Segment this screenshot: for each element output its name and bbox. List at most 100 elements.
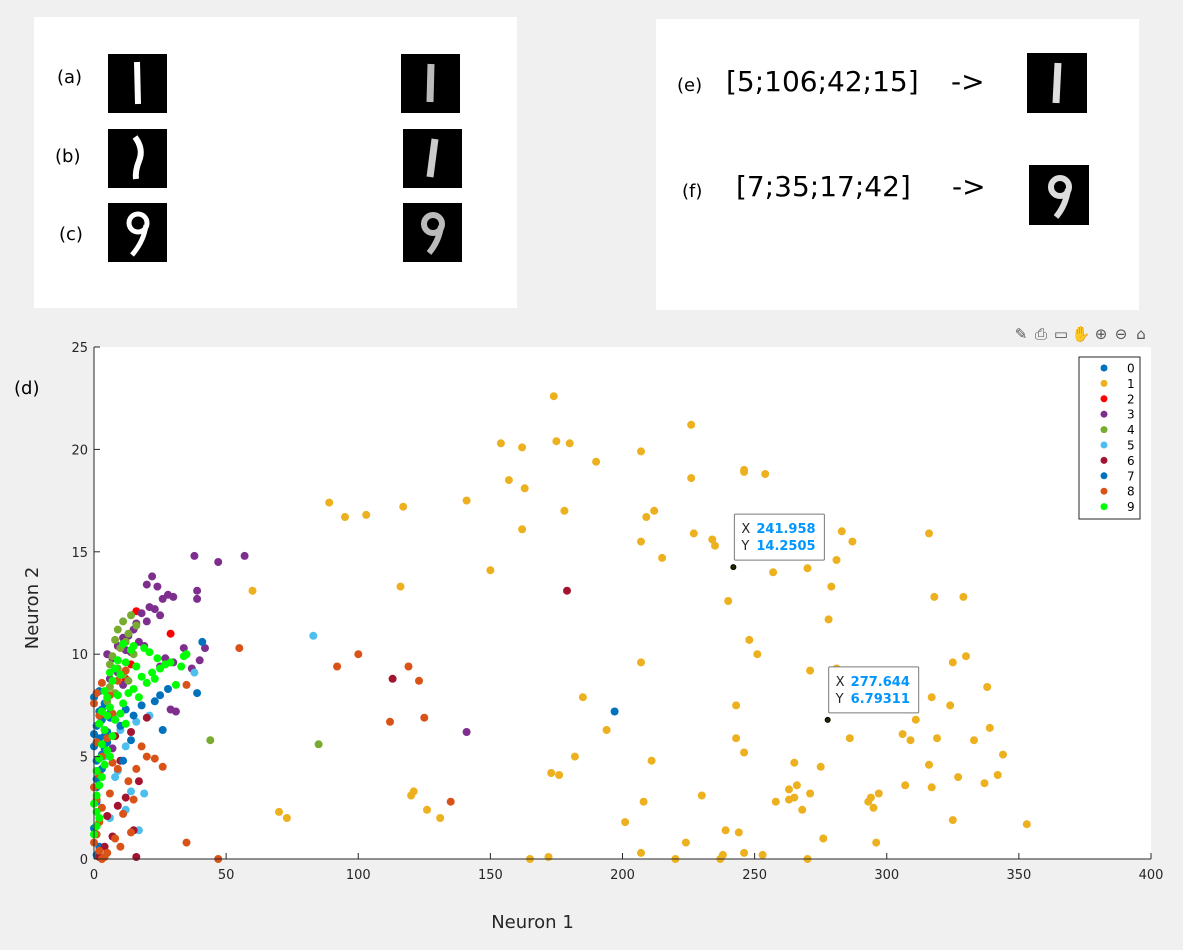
data-point-3[interactable] (137, 609, 146, 618)
data-point-1[interactable] (544, 853, 553, 861)
data-point-1[interactable] (275, 807, 283, 816)
data-point-9[interactable] (129, 685, 138, 693)
data-point-3[interactable] (195, 656, 204, 665)
data-point-7[interactable] (127, 736, 135, 745)
data-point-9[interactable] (145, 648, 154, 657)
data-point-9[interactable] (92, 791, 101, 800)
data-point-5[interactable] (121, 742, 130, 751)
data-point-1[interactable] (555, 771, 564, 779)
data-point-8[interactable] (137, 742, 146, 751)
data-point-1[interactable] (769, 568, 778, 577)
data-point-8[interactable] (97, 678, 106, 687)
data-point-1[interactable] (637, 447, 645, 456)
data-point-1[interactable] (930, 592, 939, 601)
data-point-9[interactable] (137, 672, 146, 681)
data-point-1[interactable] (806, 666, 815, 675)
data-point-5[interactable] (127, 787, 135, 796)
zoom-in-icon[interactable]: ⊕ (1094, 325, 1108, 343)
data-point-9[interactable] (171, 680, 180, 689)
data-point-1[interactable] (740, 467, 749, 476)
data-point-1[interactable] (927, 693, 936, 702)
data-point-1[interactable] (798, 805, 807, 814)
legend-entry-5[interactable]: 5 (1127, 439, 1135, 453)
data-point-1[interactable] (399, 502, 408, 511)
data-point-8[interactable] (142, 752, 151, 761)
data-point-5[interactable] (190, 668, 199, 677)
data-point-3[interactable] (153, 582, 162, 591)
data-point-1[interactable] (864, 797, 873, 806)
data-point-1[interactable] (806, 789, 815, 798)
data-point-1[interactable] (740, 748, 749, 757)
data-point-1[interactable] (462, 496, 471, 505)
data-point-9[interactable] (150, 674, 159, 683)
data-point-1[interactable] (761, 470, 770, 478)
data-point-1[interactable] (697, 791, 706, 800)
data-point-5[interactable] (309, 631, 318, 640)
data-point-1[interactable] (549, 392, 558, 401)
data-point-4[interactable] (111, 635, 120, 644)
data-point-1[interactable] (790, 758, 799, 767)
data-point-5[interactable] (111, 773, 120, 782)
data-point-8[interactable] (150, 754, 159, 763)
legend-entry-9[interactable]: 9 (1127, 500, 1135, 514)
data-point-9[interactable] (111, 715, 120, 724)
data-point-1[interactable] (486, 566, 495, 575)
data-point-1[interactable] (985, 723, 994, 732)
data-point-8[interactable] (127, 828, 135, 837)
data-tip[interactable]: X 241.958 Y 14.2505 (730, 513, 825, 571)
legend-entry-8[interactable]: 8 (1127, 485, 1135, 499)
data-point-1[interactable] (948, 658, 957, 667)
data-point-1[interactable] (785, 785, 793, 794)
data-point-1[interactable] (560, 506, 569, 515)
data-point-6[interactable] (132, 853, 141, 861)
data-point-1[interactable] (732, 734, 741, 743)
data-point-1[interactable] (504, 476, 513, 485)
data-point-3[interactable] (150, 605, 159, 614)
data-point-1[interactable] (708, 535, 717, 544)
data-point-3[interactable] (190, 551, 199, 560)
data-point-1[interactable] (993, 771, 1002, 779)
data-point-4[interactable] (314, 740, 323, 749)
data-point-7[interactable] (610, 707, 619, 716)
data-point-1[interactable] (925, 529, 933, 538)
data-point-8[interactable] (124, 777, 133, 786)
data-point-9[interactable] (116, 709, 125, 718)
data-point-8[interactable] (92, 689, 101, 698)
data-point-9[interactable] (100, 760, 109, 769)
data-point-1[interactable] (745, 635, 754, 644)
data-point-1[interactable] (740, 848, 749, 857)
data-point-1[interactable] (552, 437, 561, 446)
data-point-3[interactable] (156, 611, 165, 620)
data-point-1[interactable] (911, 715, 920, 724)
data-point-1[interactable] (689, 529, 698, 538)
data-point-4[interactable] (124, 629, 133, 638)
data-point-9[interactable] (92, 822, 101, 831)
data-point-1[interactable] (925, 760, 933, 769)
data-point-8[interactable] (182, 838, 191, 847)
data-point-1[interactable] (970, 736, 978, 745)
data-point-1[interactable] (906, 736, 915, 745)
data-point-1[interactable] (827, 582, 836, 591)
data-point-2[interactable] (166, 629, 175, 638)
brush-icon[interactable]: ✎ (1014, 325, 1028, 343)
scatter-plot[interactable]: 0 50 100 150 200 250 300 350 4000510152025Neuron… (0, 330, 1183, 950)
data-point-8[interactable] (446, 797, 455, 806)
data-point-1[interactable] (518, 443, 527, 452)
data-point-9[interactable] (132, 662, 141, 671)
data-point-1[interactable] (724, 597, 733, 605)
data-point-9[interactable] (95, 781, 104, 790)
data-point-1[interactable] (602, 726, 611, 734)
data-point-1[interactable] (1022, 820, 1031, 829)
data-point-8[interactable] (113, 764, 122, 773)
data-point-6[interactable] (113, 801, 122, 810)
data-point-1[interactable] (933, 734, 941, 743)
data-point-3[interactable] (171, 707, 180, 716)
data-point-7[interactable] (119, 756, 128, 765)
data-point-9[interactable] (92, 807, 101, 816)
data-point-1[interactable] (578, 693, 587, 702)
data-point-9[interactable] (95, 754, 104, 763)
data-point-1[interactable] (816, 762, 825, 771)
data-point-6[interactable] (142, 713, 151, 722)
data-point-9[interactable] (97, 740, 106, 749)
data-point-8[interactable] (333, 662, 342, 671)
